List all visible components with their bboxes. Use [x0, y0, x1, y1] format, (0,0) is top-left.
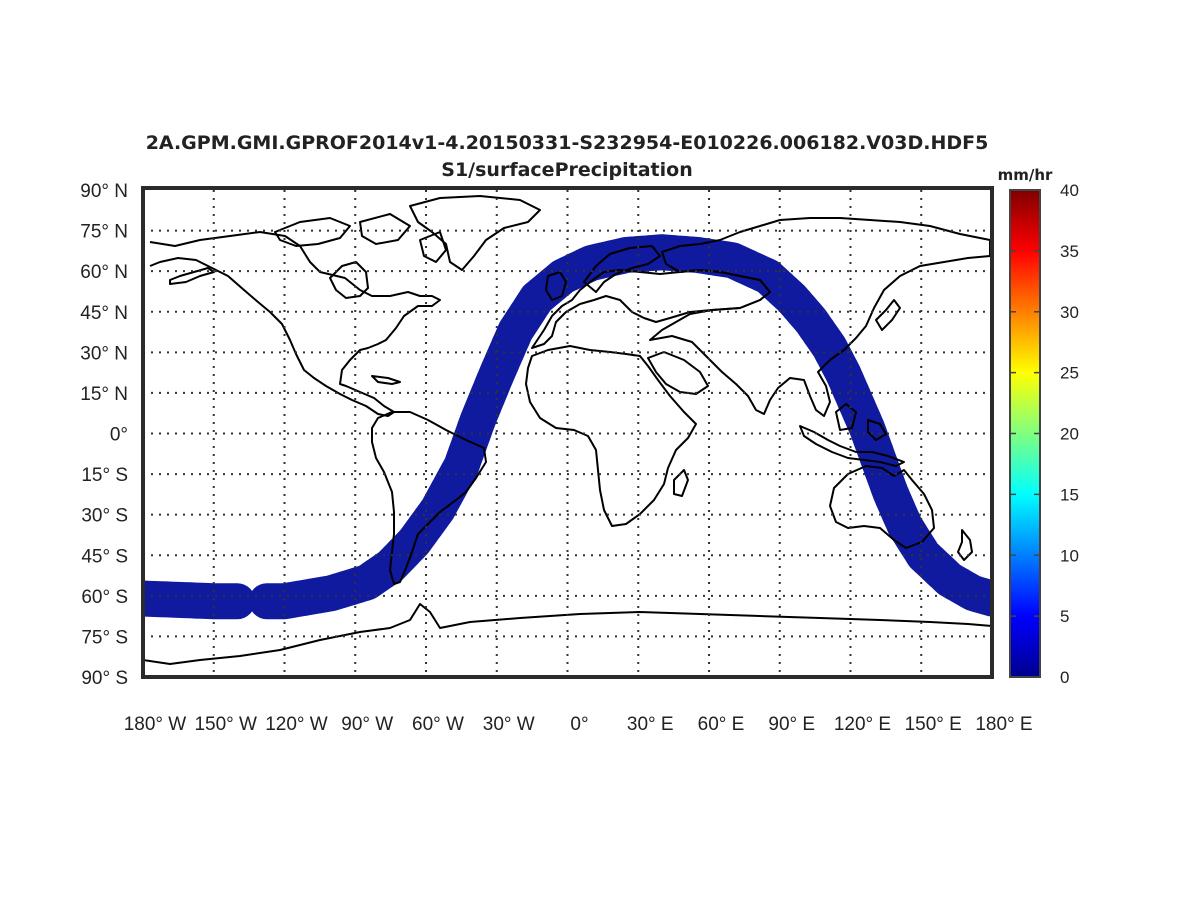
colorbar: mm/hr 0 5 10 15 20 25 30 35 40	[998, 166, 1079, 687]
coastline-indonesia	[799, 403, 905, 467]
lon-tick-label: 180° E	[975, 714, 1032, 735]
lon-tick-label: 90° E	[768, 714, 815, 735]
lat-tick-label: 15° N	[80, 384, 128, 405]
coastline-north-america	[149, 231, 441, 417]
graticule	[143, 190, 992, 677]
coastline-madagascar	[673, 469, 689, 497]
coastline-japan	[875, 299, 901, 331]
swath-segment	[248, 234, 992, 620]
colorbar-tick-label: 10	[1060, 546, 1079, 565]
lat-tick-label: 90° N	[80, 181, 128, 202]
lat-tick-label: 0°	[110, 425, 128, 446]
lon-tick-label: 60° W	[412, 714, 464, 735]
coastline-arctic-islands	[274, 213, 447, 263]
colorbar-tick-label: 35	[1060, 242, 1079, 261]
colorbar-tick-label: 5	[1060, 607, 1069, 626]
lon-tick-label: 90° W	[341, 714, 393, 735]
map-area	[143, 190, 992, 677]
lat-tick-label: 30° S	[81, 506, 128, 527]
lat-tick-label: 15° S	[81, 465, 128, 486]
lat-tick-label: 45° S	[81, 546, 128, 567]
colorbar-tick-label: 40	[1060, 181, 1079, 200]
colorbar-unit-label: mm/hr	[998, 166, 1053, 184]
colorbar-tick-label: 15	[1060, 485, 1079, 504]
coastline-africa	[525, 345, 697, 527]
coastline-arabia	[647, 351, 709, 395]
swath-segment	[143, 580, 256, 620]
map-frame	[141, 186, 994, 679]
lon-tick-label: 120° E	[834, 714, 891, 735]
colorbar-tick-label: 0	[1060, 668, 1069, 687]
coastline-greenland	[409, 195, 541, 271]
coastline-scandinavia	[583, 245, 661, 293]
coastlines	[143, 195, 992, 665]
colorbar-ticks: 0 5 10 15 20 25 30 35 40	[1010, 181, 1079, 687]
lon-tick-label: 120° W	[265, 714, 328, 735]
coastline-south-america	[371, 411, 487, 585]
lon-tick-label: 180° W	[124, 714, 187, 735]
lat-tick-label: 75° S	[81, 627, 128, 648]
coastline-cuba	[371, 375, 401, 385]
lat-tick-label: 90° S	[81, 668, 128, 689]
longitude-tick-labels: 180° W 150° W 120° W 90° W 60° W 30° W 0° 30° E…	[124, 714, 1033, 735]
coastline-asia	[649, 217, 991, 417]
coastline-australia	[829, 465, 935, 549]
lat-tick-label: 60° N	[80, 262, 128, 283]
gmi-swath	[143, 234, 992, 620]
colorbar-tick-label: 25	[1060, 364, 1079, 383]
lon-tick-label: 150° E	[905, 714, 962, 735]
coastline-hudson-bay	[329, 261, 369, 299]
lat-tick-label: 30° N	[80, 343, 128, 364]
chart-subtitle: S1/surfacePrecipitation	[441, 159, 692, 181]
colorbar-tick-label: 20	[1060, 425, 1079, 444]
lon-tick-label: 150° W	[194, 714, 257, 735]
lon-tick-label: 30° W	[483, 714, 535, 735]
lat-tick-label: 60° S	[81, 587, 128, 608]
coastline-new-zealand	[957, 529, 973, 561]
latitude-tick-labels: 90° N 75° N 60° N 45° N 30° N 15° N 0° 15° S 30°…	[80, 181, 128, 689]
lon-tick-label: 0°	[570, 714, 588, 735]
lon-tick-label: 60° E	[698, 714, 745, 735]
lon-tick-label: 30° E	[627, 714, 674, 735]
lat-tick-label: 75° N	[80, 222, 128, 243]
coastline-alaska	[169, 267, 215, 285]
coastline-antarctica	[143, 603, 992, 665]
colorbar-tick-label: 30	[1060, 303, 1079, 322]
chart-title: 2A.GPM.GMI.GPROF2014v1-4.20150331-S23295…	[146, 132, 989, 154]
lat-tick-label: 45° N	[80, 303, 128, 324]
